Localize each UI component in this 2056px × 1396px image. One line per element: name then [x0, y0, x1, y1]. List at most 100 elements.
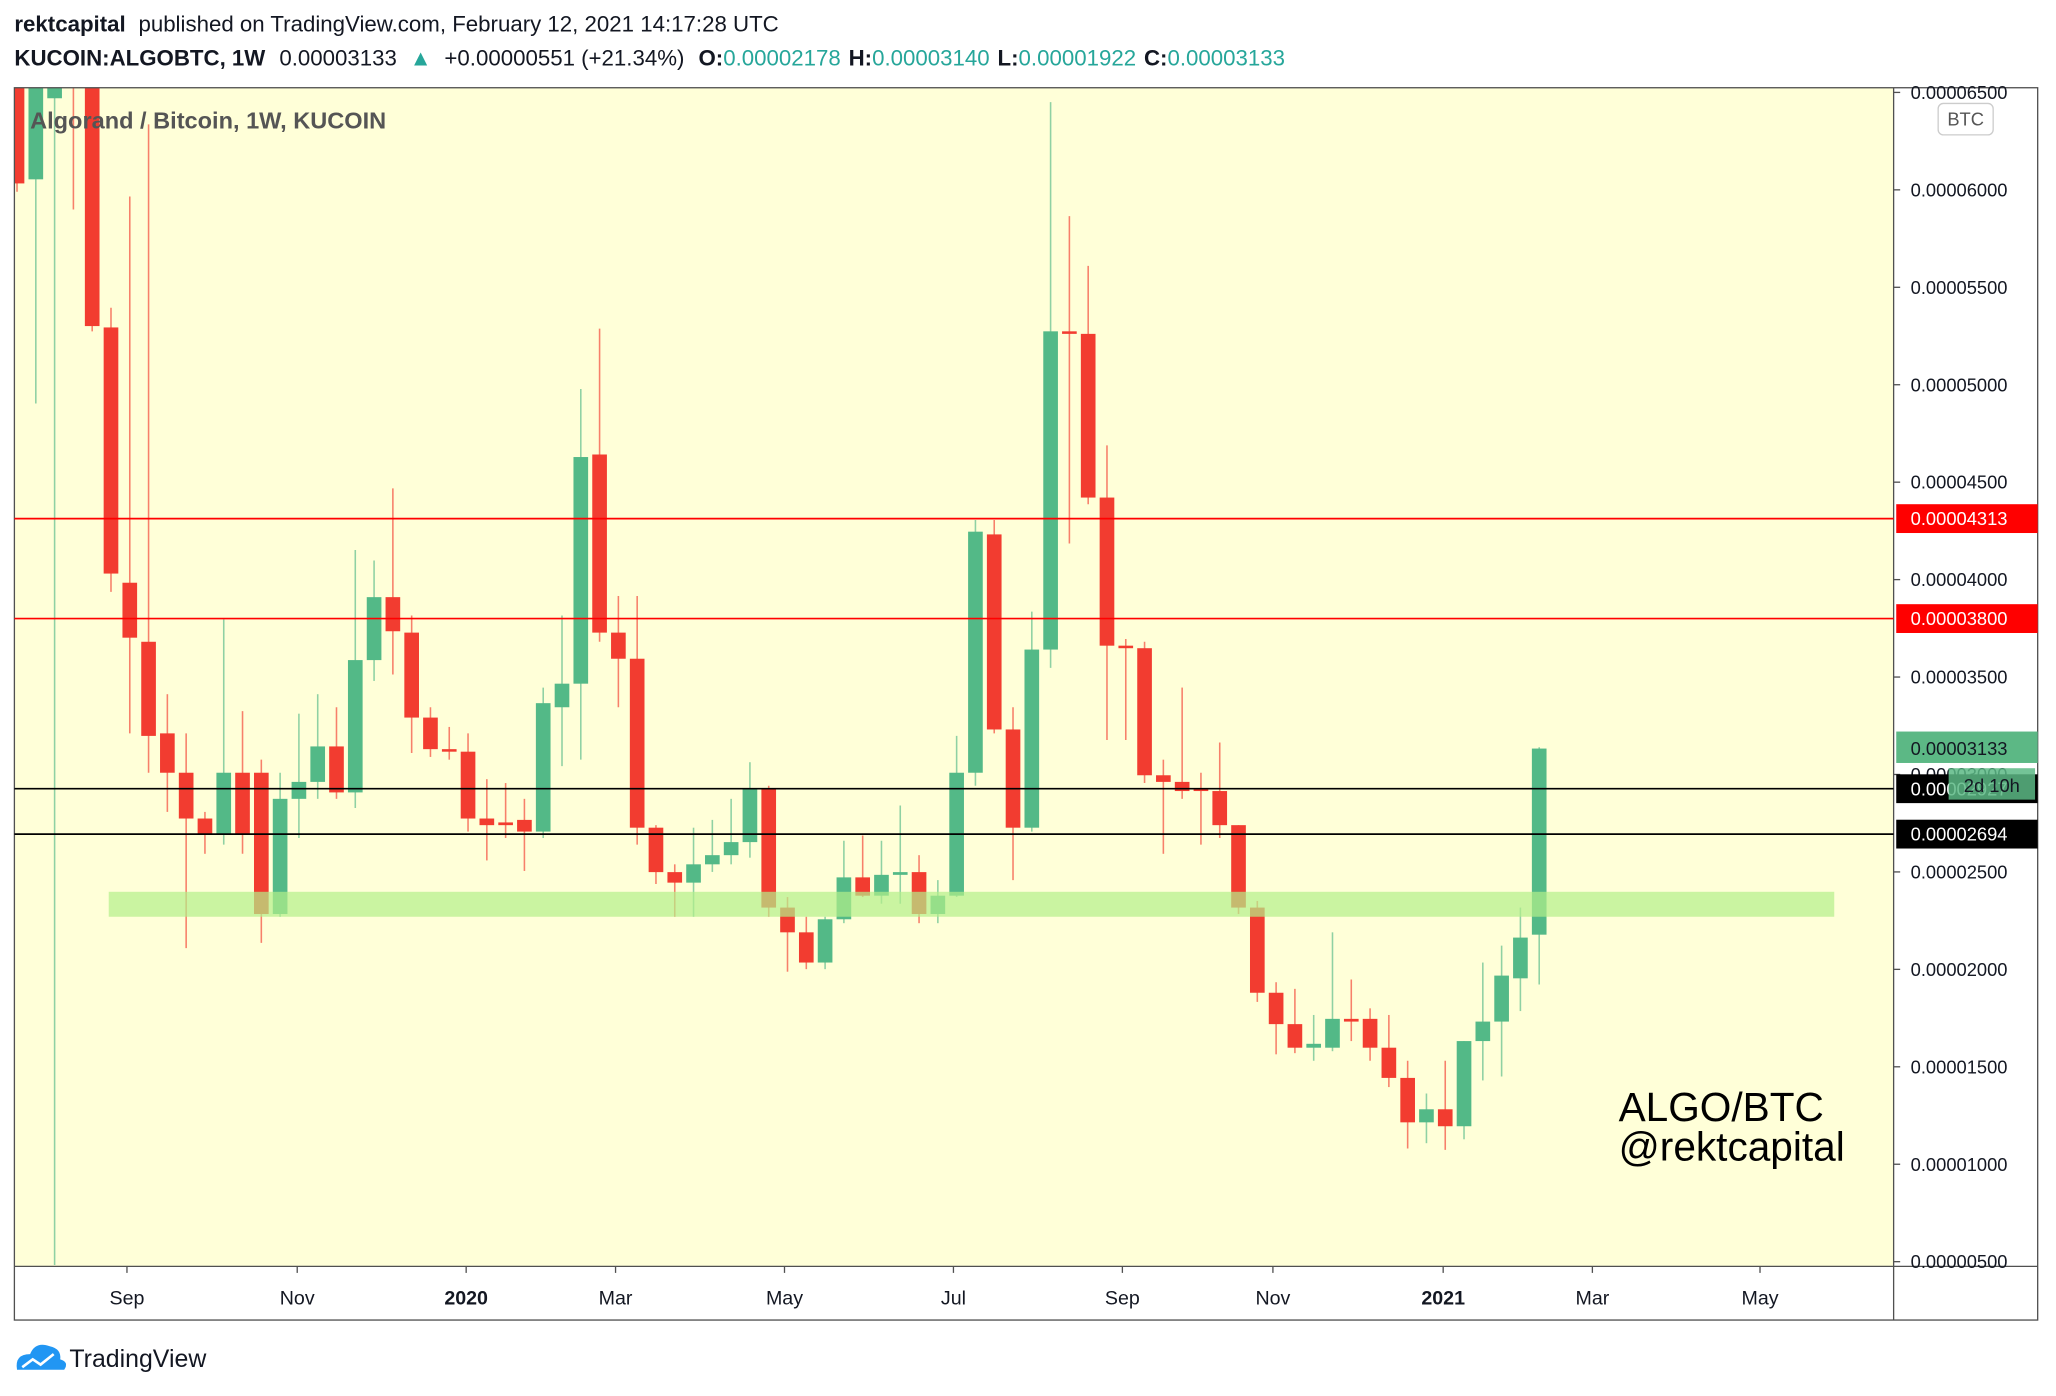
candle-body	[817, 919, 833, 963]
candle-body	[554, 683, 570, 708]
candle-body	[1287, 1024, 1303, 1048]
y-tick-label: 0.00001500	[1911, 1056, 2008, 1077]
candle-body	[366, 597, 382, 661]
candle-body	[460, 751, 476, 819]
candle-body	[160, 733, 175, 773]
candle-body	[1513, 937, 1528, 979]
candle-body	[1005, 729, 1021, 828]
y-tick-label: 0.00004500	[1911, 472, 2008, 493]
y-tick-label: 0.00006000	[1911, 179, 2008, 200]
level-label-box	[1896, 819, 2038, 849]
level-label: 0.00002694	[1911, 824, 2008, 845]
candle-body	[141, 641, 156, 736]
candle-body	[1249, 907, 1265, 993]
candle-body	[968, 531, 983, 773]
author: rektcapital	[14, 11, 125, 36]
arrow: ▲	[410, 45, 432, 70]
y-tick-label: 0.00005500	[1911, 277, 2008, 298]
plot-background	[14, 87, 1894, 1267]
change: +0.00000551 (+21.34%)	[444, 45, 684, 70]
candle-body	[723, 842, 739, 856]
candle-body	[479, 818, 495, 826]
candle-body	[197, 818, 213, 835]
candle-body	[1306, 1043, 1322, 1048]
currency: BTC	[1947, 109, 1984, 130]
candle-body	[423, 717, 438, 750]
countdown: 2d 10h	[1964, 775, 2020, 796]
x-tick-label: 2021	[1421, 1287, 1465, 1309]
candle-body	[1024, 649, 1040, 828]
candle-body	[1062, 331, 1077, 334]
countdown-box	[1948, 768, 2036, 800]
support-zone	[108, 891, 1835, 917]
ohlc-key: C:	[1144, 45, 1167, 70]
y-tick-label: 0.00005000	[1911, 374, 2008, 395]
candle-body	[1400, 1077, 1415, 1123]
logo-line	[21, 1353, 55, 1369]
candle-body	[742, 788, 758, 843]
candle-body	[1193, 788, 1209, 792]
candle-body	[1174, 781, 1190, 792]
candle-body	[1137, 648, 1152, 776]
chart-title: Algorand / Bitcoin, 1W, KUCOIN	[30, 107, 386, 133]
candle-body	[1456, 1041, 1472, 1127]
candle-body	[347, 660, 363, 793]
candle-body	[535, 703, 551, 832]
y-tick-label: 0.00001000	[1911, 1154, 2008, 1175]
candle-body	[855, 877, 871, 896]
x-tick-label: Nov	[280, 1287, 315, 1309]
candle-body	[66, 73, 81, 85]
candle-body	[441, 749, 457, 752]
candle-body	[517, 819, 532, 832]
candle-body	[705, 855, 720, 865]
candle-body	[1437, 1109, 1453, 1127]
candle-body	[28, 87, 44, 180]
x-tick-label: 2020	[444, 1287, 488, 1309]
annotation: ALGO/BTC	[1619, 1084, 1824, 1130]
last-price-label: 0.00003133	[1911, 738, 2008, 759]
candle-body	[798, 932, 814, 963]
candle-body	[272, 798, 288, 915]
logo[interactable]	[16, 1344, 67, 1370]
candle-body	[667, 872, 683, 883]
publish-line: rektcapital published on TradingView.com…	[14, 11, 778, 36]
currency-badge[interactable]	[1937, 102, 1994, 136]
ohlc-value: 0.00003140	[872, 45, 990, 70]
candle-body	[84, 87, 100, 327]
published: published on TradingView.com, February 1…	[138, 11, 778, 36]
symbol: KUCOIN:ALGOBTC, 1W	[14, 45, 265, 70]
price: 0.00003133	[279, 45, 397, 70]
ohlc-key: L:	[998, 45, 1019, 70]
candle-body	[611, 632, 626, 659]
x-tick-label: Nov	[1255, 1287, 1290, 1309]
plot	[14, 73, 1835, 1265]
candle-body	[1494, 975, 1509, 1022]
candle-body	[629, 658, 645, 828]
candle-body	[122, 582, 138, 638]
candle-body	[216, 772, 232, 835]
y-tick-label: 0.00002000	[1911, 959, 2008, 980]
candle-body	[310, 746, 326, 782]
candle-body	[103, 327, 119, 574]
candle-body	[14, 87, 25, 184]
y-tick-label: 0.00003500	[1911, 667, 2008, 688]
candle-body	[47, 87, 62, 99]
candle-body	[592, 454, 607, 633]
candle-body	[1231, 825, 1246, 908]
candle-body	[1099, 497, 1115, 646]
x-tick-label: May	[766, 1287, 803, 1309]
annotation: @rektcapital	[1619, 1123, 1845, 1169]
candle-body	[385, 597, 401, 632]
x-tick-label: Jul	[941, 1287, 966, 1309]
symbol-line: KUCOIN:ALGOBTC, 1W 0.00003133 ▲ +0.00000…	[14, 45, 1285, 70]
candle-body	[404, 632, 419, 718]
candle-body	[329, 746, 344, 793]
level-label-box	[1896, 604, 2038, 633]
y-tick-label: 0.00002500	[1911, 861, 2008, 882]
brand: TradingView	[69, 1345, 207, 1373]
ohlc-key: H:	[849, 45, 872, 70]
x-tick-label: Sep	[1105, 1287, 1140, 1309]
ohlc-value: 0.00002178	[723, 45, 841, 70]
